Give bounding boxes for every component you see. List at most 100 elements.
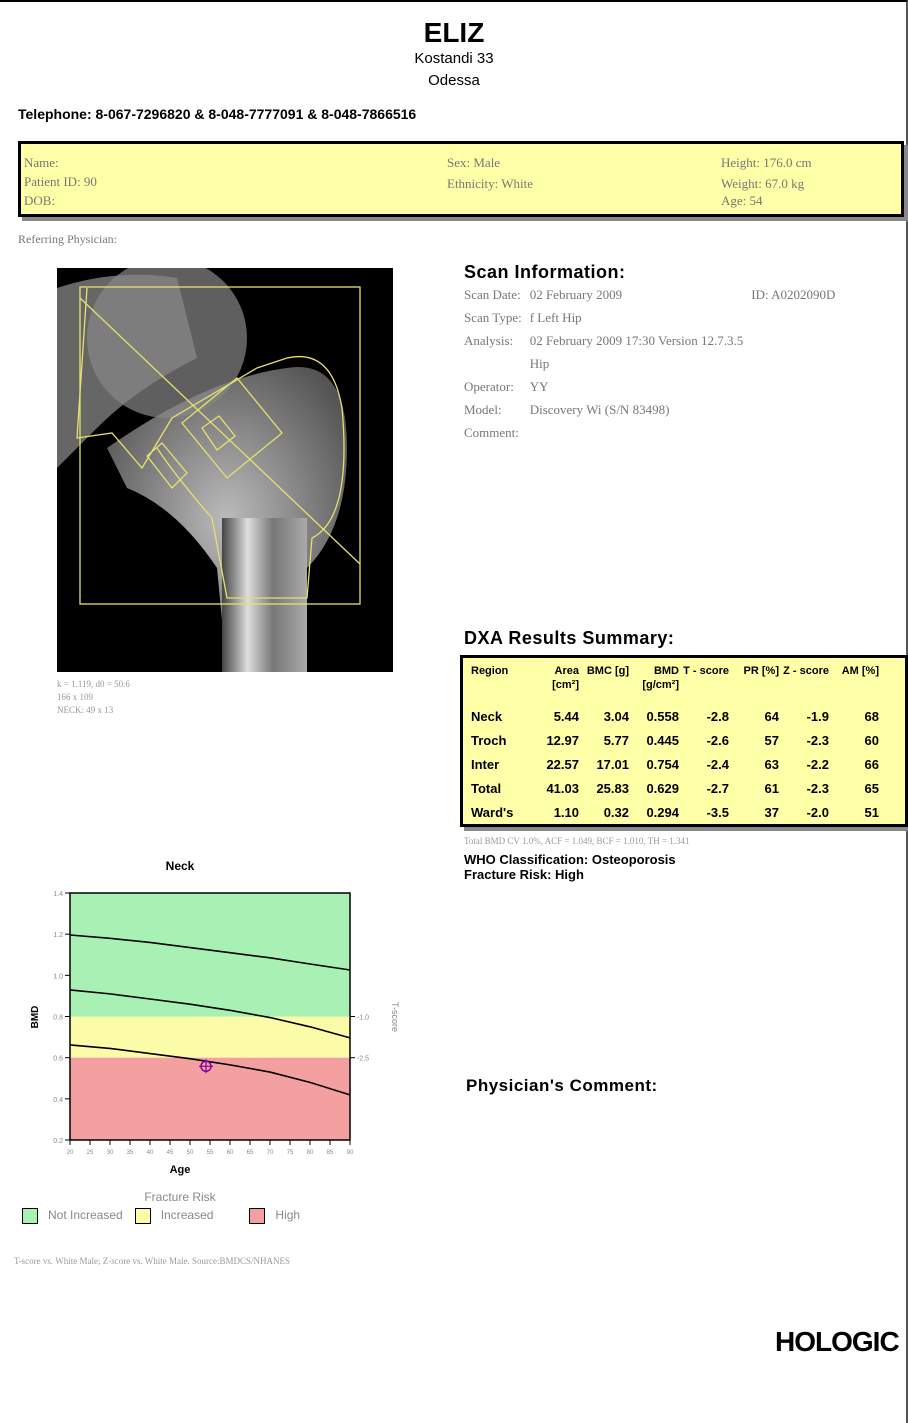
scan-row: Operator: YY (464, 375, 843, 398)
y-tick-label: 0.6 (53, 1056, 63, 1063)
chart: Neck Age BMD T-score 0.2 0.4 0.6 0.8 1.0 1.2 1… (30, 859, 400, 1176)
results-cell: 66 (864, 756, 879, 772)
results-table: Region Area [cm²] BMC [g] BMD [g/cm²] T - sc… (471, 664, 879, 824)
legend-item: Not Increased (22, 1208, 123, 1224)
x-tick-label: 70 (267, 1150, 274, 1156)
header-cell: PR [%] (743, 665, 779, 677)
legend-label: Increased (160, 1208, 214, 1223)
patient-height: Height: 176.0 cm (721, 155, 812, 170)
scan-cell: ID: A0202090D (751, 287, 836, 302)
results-cell: -3.5 (706, 804, 729, 820)
results-cell: Neck (471, 708, 503, 724)
results-cell: 65 (864, 780, 879, 796)
x-tick-label: 55 (207, 1150, 214, 1156)
results-header: Region Area [cm²] BMC [g] BMD [g/cm²] T - sc… (471, 664, 879, 704)
results-cell: -2.8 (706, 708, 729, 724)
scan-row: Scan Type: f Left Hip (464, 306, 843, 329)
results-cell: -2.7 (706, 780, 729, 796)
x-axis-label: Age (170, 1164, 191, 1176)
x-tick-label: 25 (87, 1150, 94, 1156)
reference-curve (69, 934, 351, 971)
header-cell: AM [%] (841, 665, 879, 677)
caption-line: k = 1.119, d0 = 50.6 (57, 679, 130, 689)
physician-comment: Physician's Comment: (466, 1076, 658, 1095)
results-cell: -2.3 (806, 732, 829, 748)
y-tick-label: 1.2 (53, 932, 63, 939)
results-row: Inter 22.57 17.01 0.754 -2.4 63 -2.2 66 (471, 752, 879, 776)
results-cell: 12.97 (546, 732, 579, 748)
hip-image (57, 268, 393, 672)
x-tick-label: 90 (347, 1150, 354, 1156)
scan-cell: 02 February 2009 (529, 287, 623, 302)
results-cell: Total (471, 780, 502, 796)
y-tick-label: 0.8 (53, 1015, 63, 1022)
x-tick-label: 80 (307, 1150, 314, 1156)
scan-cell: YY (529, 379, 549, 394)
results-row: Neck 5.44 3.04 0.558 -2.8 64 -1.9 68 (471, 704, 879, 728)
reference-curve (69, 1044, 351, 1096)
legend-label: High (275, 1208, 301, 1223)
y-tick-label: 0.4 (53, 1097, 63, 1104)
y2-axis-label: T-score (390, 1002, 400, 1032)
y-axis-label: BMD (30, 1006, 41, 1029)
results-cell: 0.754 (646, 756, 679, 772)
who-classification: WHO Classification: Osteoporosis (464, 852, 676, 867)
x-tick-label: 60 (227, 1150, 234, 1156)
header-cell: BMD [g/cm²] (642, 665, 679, 691)
x-tick-label: 40 (147, 1150, 154, 1156)
results-cell: 37 (764, 804, 779, 820)
results-cell: Troch (471, 732, 507, 748)
results-cell: 0.445 (646, 732, 679, 748)
scan-row: Hip (464, 352, 843, 375)
chart-title: Neck (166, 859, 195, 873)
image-caption: k = 1.119, d0 = 50.6 166 x 109 NECK: 49 … (57, 678, 130, 717)
patient-weight: Weight: 67.0 kg (721, 176, 805, 191)
scan-cell: Hip (529, 356, 550, 371)
results-cell: 0.629 (646, 780, 679, 796)
results-cell: 68 (864, 708, 879, 724)
header-cell: Region (471, 665, 509, 677)
risk-zone (70, 1016, 350, 1058)
legend-title: Fracture Risk (144, 1190, 216, 1204)
results-cell: -1.9 (806, 708, 829, 724)
x-tick-label: 50 (187, 1150, 194, 1156)
results-cell: 60 (864, 732, 879, 748)
footnote: T-score vs. White Male; Z-score vs. Whit… (14, 1256, 291, 1266)
header-cell: Area [cm²] (552, 665, 579, 691)
y2-tick-label: -2.5 (357, 1056, 369, 1063)
scan-info-title: Scan Information: (464, 262, 626, 282)
header-cell: BMC [g] (586, 665, 629, 677)
results-cell: 5.44 (553, 708, 579, 724)
clinic-name: ELIZ (423, 17, 485, 48)
risk-zone (70, 1057, 350, 1140)
results-cell: 25.83 (596, 780, 629, 796)
patient-id: Patient ID: 90 (24, 174, 97, 189)
results-cell: 0.32 (603, 804, 629, 820)
results-cell: Ward's (471, 804, 514, 820)
results-cell: -2.6 (706, 732, 729, 748)
caption-line: NECK: 49 x 13 (57, 705, 114, 715)
scan-cell: Comment: (464, 425, 519, 440)
results-cell: 63 (764, 756, 779, 772)
patient-cross (199, 1059, 213, 1074)
results-cell: 17.01 (596, 756, 629, 772)
risk-zone (70, 893, 350, 1017)
address: Kostandi 33 (414, 50, 494, 67)
results-row: Total 41.03 25.83 0.629 -2.7 61 -2.3 65 (471, 776, 879, 800)
scan-cell: f Left Hip (529, 310, 582, 325)
results-cell: -2.2 (806, 756, 829, 772)
reference-curve (69, 989, 351, 1039)
city: Odessa (428, 72, 480, 89)
results-cell: 0.558 (646, 708, 679, 724)
scan-cell: 02 February 2009 17:30 Version 12.7.3.5 (529, 333, 744, 348)
y-tick-label: 0.2 (53, 1138, 63, 1145)
results-cell: -2.4 (706, 756, 729, 772)
x-tick-label: 35 (127, 1150, 134, 1156)
legend-item: High (249, 1208, 301, 1224)
patient-name: Name: (24, 155, 59, 170)
y-tick-label: 1.4 (53, 891, 63, 898)
results-row: Troch 12.97 5.77 0.445 -2.6 57 -2.3 60 (471, 728, 879, 752)
x-tick-label: 75 (287, 1150, 294, 1156)
results-cell: 41.03 (546, 780, 579, 796)
